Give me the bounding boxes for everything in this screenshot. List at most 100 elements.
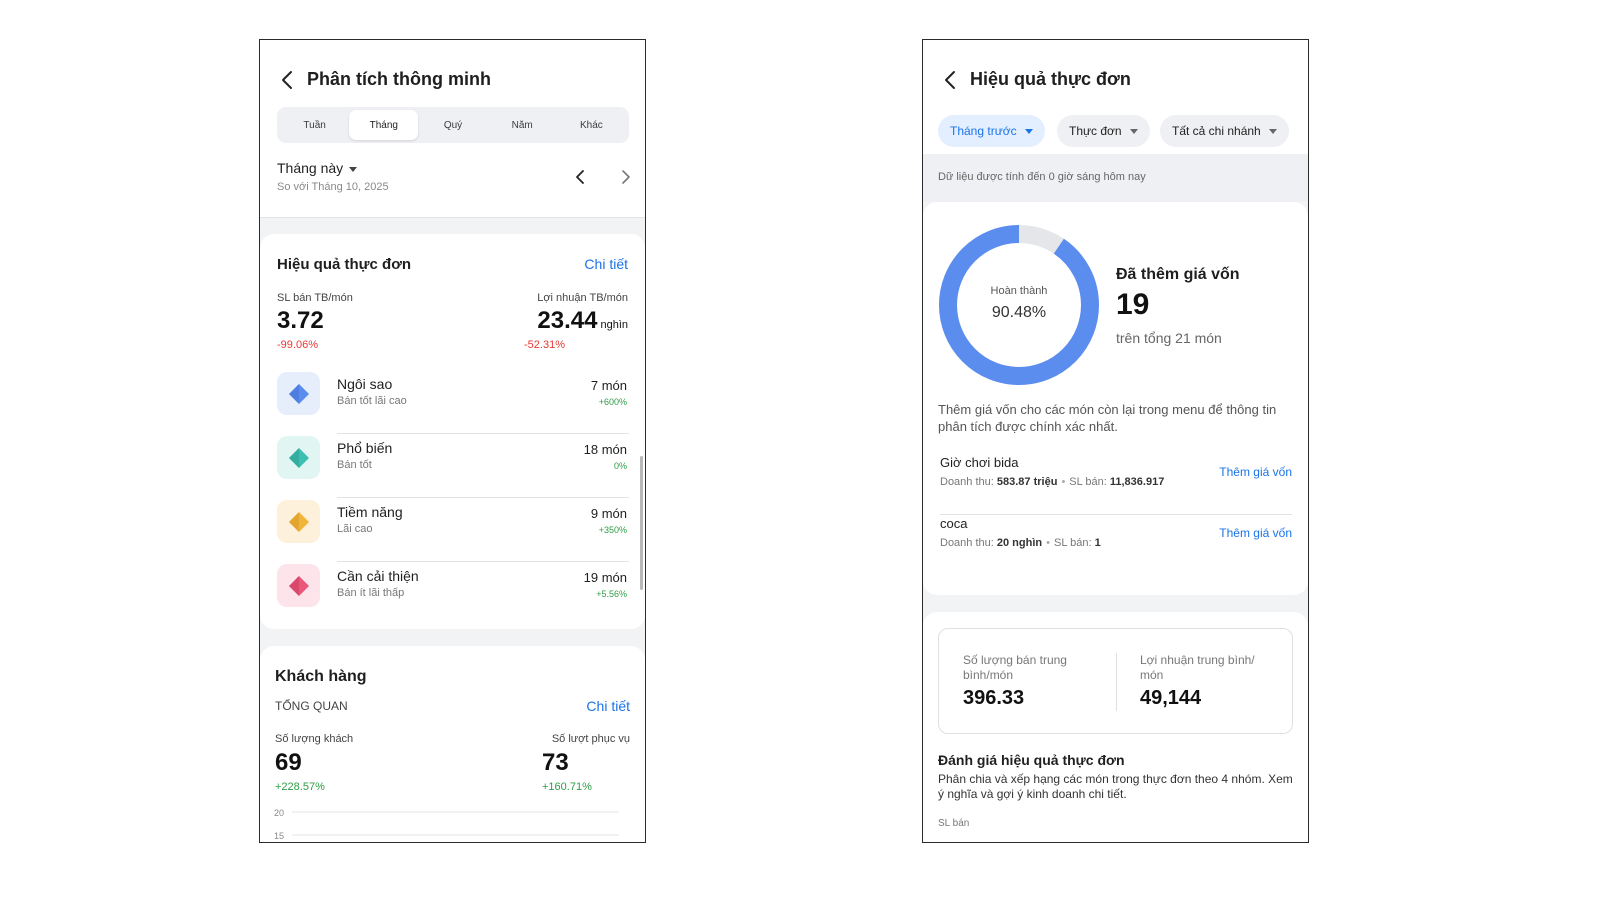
cost-card: Hoàn thành 90.48% Đã thêm giá vốn 19 trê… — [923, 202, 1308, 595]
cost-hint: Thêm giá vốn cho các món còn lại trong m… — [938, 402, 1277, 434]
divider — [337, 561, 629, 562]
category-name: Tiềm năng — [337, 504, 403, 520]
category-name: Ngôi sao — [337, 376, 393, 392]
filter-menu-label: Thực đơn — [1069, 124, 1122, 138]
serve-count-change: +160.71% — [542, 781, 592, 793]
list-item: Giờ chơi bida Doanh thu: 583.87 triệu • SL… — [940, 455, 1292, 515]
donut-progress — [939, 225, 1099, 385]
header: Phân tích thông minh — [260, 66, 645, 94]
period-label: Tháng này — [277, 160, 344, 176]
caret-down-icon — [1268, 128, 1277, 134]
category-icon-box — [277, 500, 320, 543]
qty-value: 11,836.917 — [1109, 476, 1165, 488]
diamond-icon — [288, 383, 309, 404]
category-count: 7 món — [590, 378, 627, 393]
donut-value: 90.48% — [991, 304, 1047, 321]
category-count: 9 món — [590, 506, 627, 521]
tab-year[interactable]: Năm — [511, 119, 533, 131]
tab-week[interactable]: Tuần — [303, 119, 326, 131]
revenue-value: 583.87 triệu — [996, 476, 1058, 488]
scrollbar[interactable] — [640, 456, 643, 590]
item-name: Giờ chơi bida — [940, 455, 1019, 470]
filter-branch[interactable]: Tất cả chi nhánh — [1160, 115, 1289, 147]
category-icon-box — [277, 436, 320, 479]
divider — [940, 514, 1292, 515]
avg-qty-change: -99.06% — [277, 339, 318, 351]
qty-label: SL bán: — [1053, 537, 1092, 549]
category-name: Phổ biến — [337, 440, 393, 456]
revenue-value: 20 nghìn — [996, 537, 1043, 549]
avg-profit-label: Lợi nhuận TB/món — [537, 292, 628, 304]
data-notice: Dữ liệu được tính đến 0 giờ sáng hôm nay — [923, 154, 1308, 202]
avg-qty-value: 3.72 — [277, 307, 324, 334]
next-period-icon[interactable] — [617, 168, 633, 186]
category-desc: Bán ít lãi thấp — [337, 587, 405, 599]
cost-total: trên tổng 21 món — [1116, 330, 1222, 346]
revenue-label: Doanh thu: — [940, 476, 994, 488]
back-arrow-icon[interactable] — [941, 69, 961, 91]
category-change: +5.56% — [596, 589, 627, 599]
menu-performance-screen: Hiệu quả thực đơn Tháng trước Thực đơn T… — [922, 39, 1309, 843]
diamond-icon — [288, 447, 309, 468]
list-item: coca Doanh thu: 20 nghìn • SL bán: 1 Thêm … — [940, 516, 1292, 576]
category-count: 18 món — [583, 442, 627, 457]
category-icon-box — [277, 372, 320, 415]
evaluation-title: Đánh giá hiệu quả thực đơn — [938, 752, 1125, 768]
category-row-popular[interactable]: Phổ biến Bán tốt 18 món 0% — [277, 434, 629, 498]
customer-detail-link[interactable]: Chi tiết — [586, 698, 630, 714]
avg-qty-label: Số lượng bán trung bình/món — [963, 653, 1067, 682]
category-change: +600% — [598, 397, 627, 407]
item-meta: Doanh thu: 583.87 triệu • SL bán: 11,836.9… — [940, 476, 1165, 488]
tab-month[interactable]: Tháng — [349, 110, 419, 140]
completion-donut — [939, 225, 1099, 385]
avg-qty-value: 396.33 — [963, 687, 1025, 709]
serve-count-value: 73 — [542, 749, 569, 776]
top-section: Hiệu quả thực đơn Tháng trước Thực đơn T… — [923, 40, 1308, 154]
customer-chart: 20 15 — [274, 808, 619, 841]
add-cost-button[interactable]: Thêm giá vốn — [1219, 465, 1292, 479]
avg-qty-label: SL bán TB/món — [277, 292, 353, 304]
category-desc: Lãi cao — [337, 523, 373, 535]
tab-other[interactable]: Khác — [580, 119, 603, 131]
menu-card-title: Hiệu quả thực đơn — [277, 256, 412, 273]
filter-period-label: Tháng trước — [950, 124, 1017, 138]
tab-quarter[interactable]: Quý — [443, 119, 463, 131]
category-row-improve[interactable]: Cần cải thiện Bán ít lãi thấp 19 món +5.… — [277, 562, 629, 626]
caret-down-icon — [349, 166, 358, 172]
cost-title: Đã thêm giá vốn — [1116, 266, 1240, 283]
customer-count-label: Số lượng khách — [275, 733, 354, 745]
category-change: +350% — [598, 525, 627, 535]
period-compare: So với Tháng 10, 2025 — [277, 181, 389, 193]
period-dropdown[interactable]: Tháng này — [277, 160, 358, 176]
qty-label: SL bán: — [1069, 476, 1107, 488]
header: Hiệu quả thực đơn — [923, 66, 1308, 94]
item-meta: Doanh thu: 20 nghìn • SL bán: 1 — [940, 537, 1101, 549]
customer-card-title: Khách hàng — [275, 668, 367, 685]
page-title: Phân tích thông minh — [307, 69, 491, 89]
customer-count-change: +228.57% — [275, 781, 325, 793]
caret-down-icon — [1024, 128, 1033, 134]
avg-profit-label: Lợi nhuận trung bình/ món — [1140, 653, 1255, 682]
add-cost-button[interactable]: Thêm giá vốn — [1219, 526, 1292, 540]
revenue-label: Doanh thu: — [940, 537, 994, 549]
divider — [337, 497, 629, 498]
diamond-icon — [288, 511, 309, 532]
smart-analysis-screen: Phân tích thông minh Tuần Tháng Quý Năm … — [259, 39, 646, 843]
back-arrow-icon[interactable] — [278, 69, 298, 91]
category-row-potential[interactable]: Tiềm năng Lãi cao 9 món +350% — [277, 498, 629, 562]
menu-performance-card: Hiệu quả thực đơn Chi tiết SL bán TB/món… — [260, 234, 645, 629]
filter-menu[interactable]: Thực đơn — [1057, 115, 1150, 147]
stats-card: Số lượng bán trung bình/món 396.33 Lợi n… — [923, 612, 1308, 842]
category-name: Cần cải thiện — [337, 568, 419, 584]
overview-label: TỔNG QUAN — [275, 699, 348, 713]
prev-period-icon[interactable] — [573, 168, 589, 186]
filter-period[interactable]: Tháng trước — [938, 115, 1045, 147]
customer-count-value: 69 — [275, 749, 302, 776]
menu-detail-link[interactable]: Chi tiết — [584, 256, 628, 272]
evaluation-desc: Phân chia và xếp hạng các món trong thực… — [938, 772, 1293, 801]
category-icon-box — [277, 564, 320, 607]
avg-profit-number: 23.44 — [537, 307, 598, 334]
customer-card: Khách hàng TỔNG QUAN Chi tiết Số lượng k… — [260, 646, 645, 842]
axis-label: SL bán — [938, 818, 970, 829]
category-row-star[interactable]: Ngôi sao Bán tốt lãi cao 7 món +600% — [277, 370, 629, 434]
